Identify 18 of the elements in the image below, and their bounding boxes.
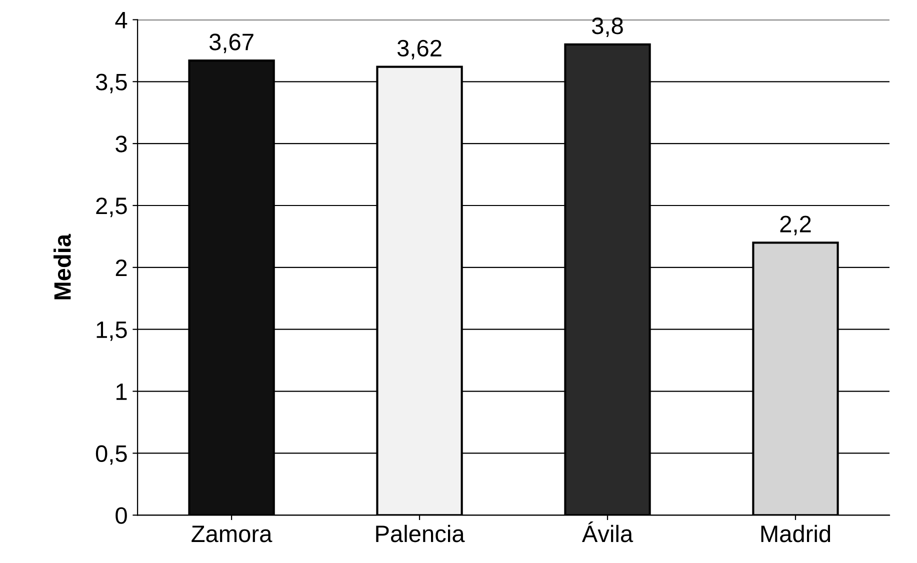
- y-tick-label: 2,5: [96, 198, 127, 218]
- y-tick-label: 0,5: [96, 445, 127, 465]
- y-tick-label: 2: [116, 259, 127, 276]
- y-tick-label: 4: [115, 12, 128, 28]
- data-label: 3,62: [397, 40, 442, 60]
- y-tick-label: 0: [116, 507, 127, 524]
- x-tick-label: Zamora: [192, 526, 272, 542]
- data-label: 3,8: [592, 18, 623, 38]
- y-axis-title: Media: [54, 234, 71, 300]
- x-tick-label: Madrid: [761, 524, 830, 542]
- x-tick-label: Ávila: [582, 522, 634, 542]
- x-tick-label: Palencia: [376, 524, 465, 542]
- data-label: 2,2: [780, 216, 811, 236]
- y-tick-label: 1: [116, 384, 127, 400]
- y-tick-label: 1,5: [96, 322, 127, 341]
- data-label: 3,67: [209, 34, 254, 54]
- y-tick-label: 3,5: [96, 74, 127, 94]
- y-tick-label: 3: [116, 136, 127, 152]
